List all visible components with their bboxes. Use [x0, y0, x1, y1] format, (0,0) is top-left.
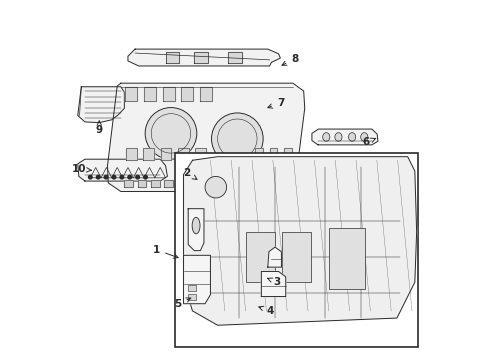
Polygon shape [283, 180, 292, 187]
Polygon shape [200, 87, 211, 101]
Text: 9: 9 [96, 121, 102, 135]
Text: 5: 5 [174, 298, 190, 309]
Text: 2: 2 [183, 168, 197, 179]
Text: 4: 4 [258, 306, 273, 316]
Polygon shape [177, 180, 185, 187]
Ellipse shape [334, 133, 341, 141]
Polygon shape [244, 180, 252, 187]
Circle shape [145, 108, 196, 159]
Polygon shape [78, 87, 124, 123]
Polygon shape [190, 180, 199, 187]
Text: 8: 8 [282, 54, 298, 65]
Polygon shape [255, 148, 263, 158]
Polygon shape [160, 148, 171, 160]
Polygon shape [178, 148, 188, 160]
Circle shape [143, 175, 147, 179]
Circle shape [96, 175, 100, 179]
Polygon shape [188, 209, 203, 251]
Polygon shape [261, 271, 285, 297]
Circle shape [88, 175, 92, 179]
Polygon shape [269, 148, 277, 158]
Circle shape [112, 175, 116, 179]
Polygon shape [228, 51, 242, 63]
Circle shape [136, 175, 139, 179]
Polygon shape [128, 49, 280, 66]
Ellipse shape [348, 133, 355, 141]
Polygon shape [230, 180, 239, 187]
Circle shape [120, 175, 123, 179]
Polygon shape [183, 157, 416, 325]
Text: 7: 7 [267, 98, 284, 108]
Polygon shape [144, 87, 156, 101]
Polygon shape [217, 180, 225, 187]
Circle shape [204, 176, 226, 198]
Polygon shape [124, 180, 133, 187]
Text: 10: 10 [71, 164, 91, 174]
Circle shape [128, 175, 131, 179]
Polygon shape [151, 180, 159, 187]
Circle shape [211, 113, 263, 165]
Polygon shape [188, 294, 196, 300]
Polygon shape [125, 87, 137, 101]
Ellipse shape [192, 217, 200, 234]
Polygon shape [284, 148, 291, 158]
Polygon shape [181, 87, 193, 101]
Text: 1: 1 [153, 245, 178, 258]
Polygon shape [328, 228, 364, 289]
Polygon shape [107, 83, 304, 192]
Text: 6: 6 [362, 138, 375, 147]
Polygon shape [164, 180, 172, 187]
Polygon shape [183, 255, 210, 304]
Polygon shape [126, 148, 137, 160]
Polygon shape [165, 51, 179, 63]
Text: 3: 3 [267, 277, 280, 287]
Polygon shape [257, 180, 265, 187]
Polygon shape [194, 51, 207, 63]
Ellipse shape [322, 133, 329, 141]
Polygon shape [188, 285, 196, 291]
Polygon shape [270, 180, 278, 187]
Ellipse shape [360, 133, 367, 141]
Polygon shape [143, 148, 154, 160]
Polygon shape [282, 232, 310, 282]
Polygon shape [174, 153, 418, 347]
Circle shape [104, 175, 108, 179]
Polygon shape [246, 232, 274, 282]
Polygon shape [267, 247, 281, 267]
Polygon shape [163, 87, 174, 101]
Polygon shape [78, 159, 167, 181]
Polygon shape [137, 180, 146, 187]
Polygon shape [195, 148, 205, 160]
Polygon shape [311, 129, 377, 145]
Polygon shape [203, 180, 212, 187]
